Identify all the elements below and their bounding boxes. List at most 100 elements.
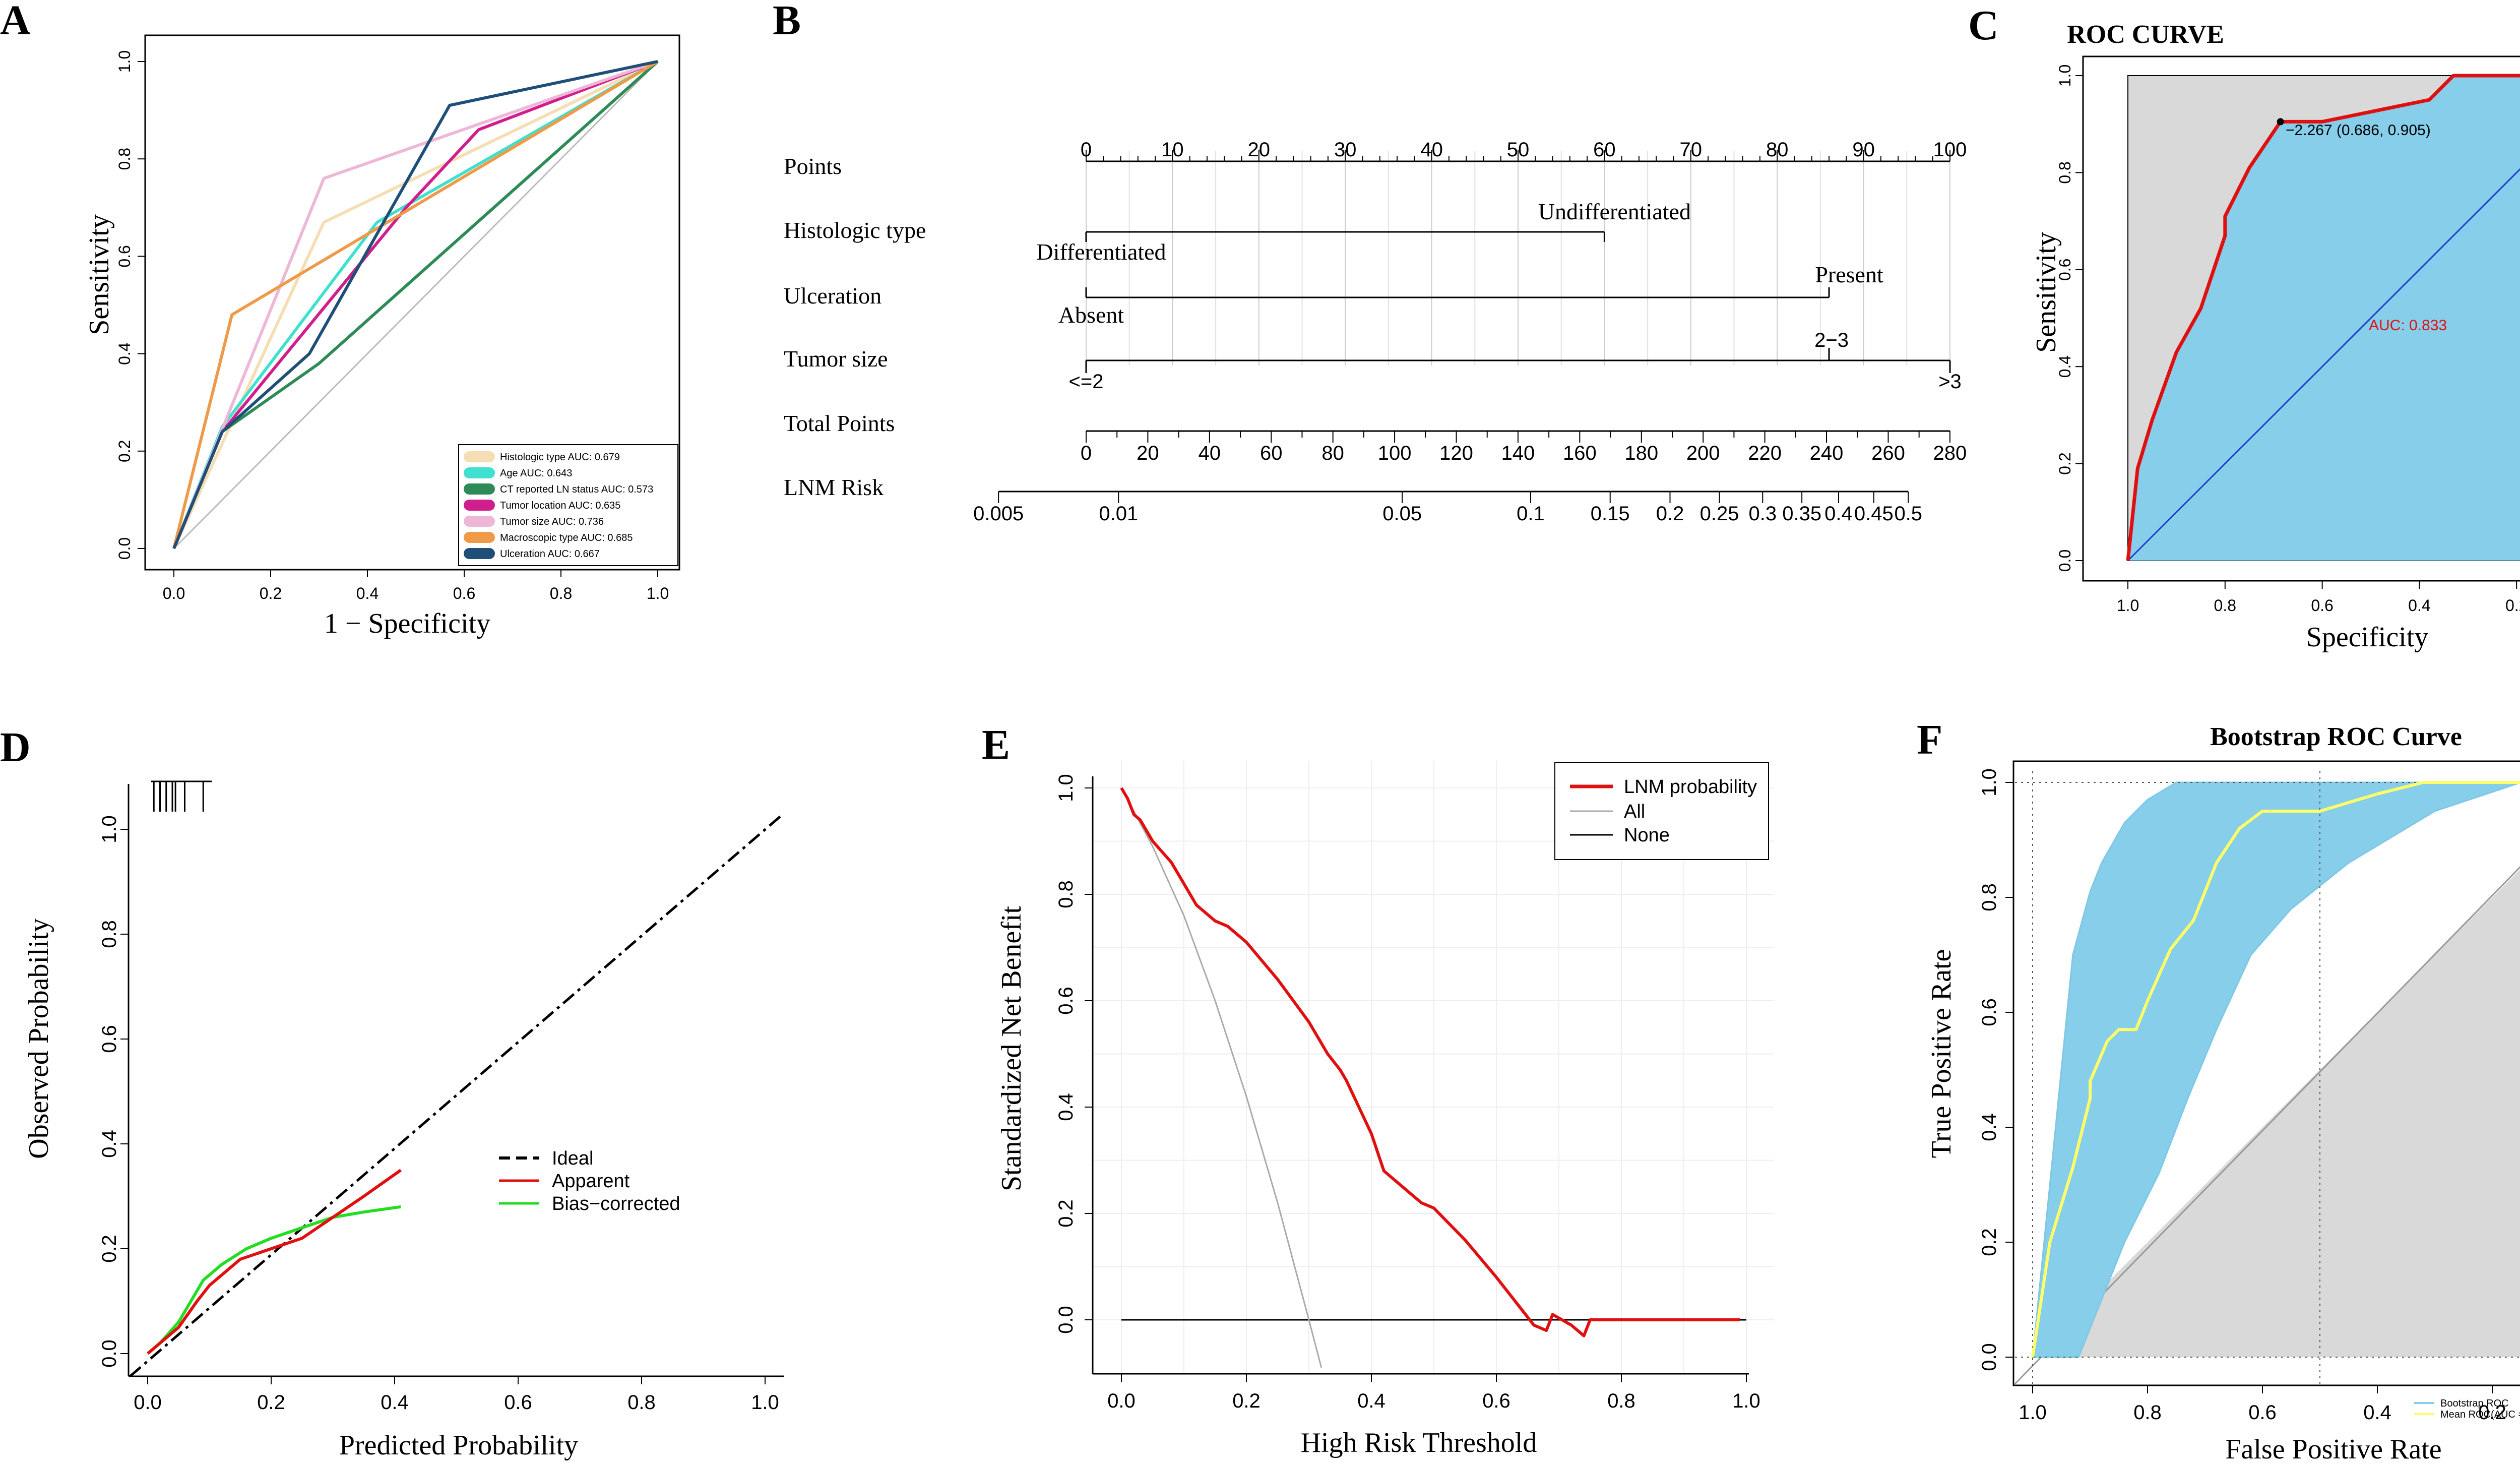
lnm-risk-tick-label: 0.1 xyxy=(1517,503,1545,525)
legend-label-ideal: Ideal xyxy=(552,1148,593,1169)
x-tick-label: 0.8 xyxy=(550,584,572,602)
nomogram-gridlines xyxy=(1086,151,1950,365)
y-tick-label: 0.0 xyxy=(98,1339,120,1368)
nomogram-label-total-points: Total Points xyxy=(784,410,895,436)
x-tick-label: 0.4 xyxy=(1357,1390,1385,1412)
panel-d-calibration: 0.0 0.2 0.4 0.6 0.8 1.0 0.0 0.2 0.4 0.6 0.8 1.0 Pre… xyxy=(23,780,785,1461)
x-tick-label: 1.0 xyxy=(647,584,669,602)
x-tick-label: 0.4 xyxy=(356,584,379,602)
legend-label-bootstrap-roc: Bootstrap ROC xyxy=(2440,1398,2509,1409)
bias-corrected-line xyxy=(147,1205,401,1355)
y-tick-label: 0.4 xyxy=(115,342,134,364)
legend-swatch-size xyxy=(464,516,495,527)
panel-d-legend: Ideal Apparent Bias−corrected xyxy=(499,1148,680,1214)
lnm-risk-tick-label: 0.5 xyxy=(1894,503,1922,525)
legend-swatch-location xyxy=(464,500,495,511)
y-tick-label: 0.6 xyxy=(115,245,134,267)
panel-a-legend-box xyxy=(458,444,678,566)
panel-letter-a: A xyxy=(0,0,31,44)
y-tick-label: 0.2 xyxy=(1978,1228,2000,1256)
x-tick-label: 0.2 xyxy=(257,1391,285,1414)
x-tick-label: 0.4 xyxy=(2408,596,2430,615)
panel-e-legend: LNM probability All None xyxy=(1554,762,1769,860)
nomogram-label-histologic-type: Histologic type xyxy=(784,217,926,243)
panel-a-roc-comparison: 0.0 0.2 0.4 0.6 0.8 1.0 0.0 0.2 0.4 0.6 0.8 1.0 1 −… xyxy=(84,34,680,639)
nomogram-variable-scales: Undifferentiated Differentiated Present Abs… xyxy=(1036,199,1961,393)
total-points-tick-label: 260 xyxy=(1871,442,1905,464)
series-line-size xyxy=(172,60,658,550)
y-tick-label: 1.0 xyxy=(2056,65,2074,87)
legend-label-age: Age AUC: 0.643 xyxy=(500,468,572,479)
y-tick-label: 1.0 xyxy=(115,50,134,73)
legend-swatch-histologic xyxy=(464,451,495,462)
chance-diagonal xyxy=(2014,866,2520,1385)
legend-label-mean-roc: Mean ROC(AUC = 0.8336) xyxy=(2440,1409,2520,1420)
x-tick-label: 0.0 xyxy=(1107,1390,1136,1412)
apparent-line xyxy=(147,1169,402,1355)
y-tick-label: 0.2 xyxy=(1055,1199,1077,1228)
panel-c-threshold-label: −2.267 (0.686, 0.905) xyxy=(2286,122,2431,139)
x-tick-label: 0.8 xyxy=(1607,1390,1635,1412)
panel-a-legend: Histologic type AUC: 0.679 Age AUC: 0.643… xyxy=(458,444,678,566)
legend-label-ct: CT reported LN status AUC: 0.573 xyxy=(500,484,653,495)
lnm-risk-tick-label: 0.2 xyxy=(1656,503,1684,525)
panel-e-plot: 0.0 0.2 0.4 0.6 0.8 1.0 0.0 0.2 0.4 0.6 0.8 1.0 xyxy=(1055,761,1774,1412)
y-tick-label: 0.4 xyxy=(1978,1113,2000,1141)
points-tick-label: 30 xyxy=(1334,139,1357,161)
series-line-macroscopic xyxy=(172,60,659,549)
y-tick-label: 0.0 xyxy=(1978,1343,2000,1371)
panel-e-decision-curve: 0.0 0.2 0.4 0.6 0.8 1.0 0.0 0.2 0.4 0.6 0.8 1.0 Hig… xyxy=(996,761,1774,1458)
optimal-threshold-point xyxy=(2277,118,2284,126)
y-tick-label: 0.6 xyxy=(1978,998,2000,1026)
y-tick-label: 0.0 xyxy=(115,537,134,560)
panel-a-ylabel: Sensitivity xyxy=(84,214,115,335)
nomogram-label-ulceration: Ulceration xyxy=(784,283,881,309)
panel-letter-e: E xyxy=(982,721,1010,768)
ulceration-level-present: Present xyxy=(1815,262,1883,287)
lnm-risk-tick-label: 0.3 xyxy=(1749,503,1777,525)
x-tick-label: 0.2 xyxy=(260,584,282,602)
panel-f-plot: 1.00.80.60.40.20.00.00.20.40.60.81.0 xyxy=(1978,760,2520,1424)
legend-label-all: All xyxy=(1624,801,1645,822)
x-tick-label: 0.0 xyxy=(163,584,185,602)
total-points-tick-label: 120 xyxy=(1439,442,1473,464)
panel-b-nomogram: Points Histologic type Ulceration Tumor … xyxy=(784,139,1967,525)
points-tick-label: 80 xyxy=(1766,139,1789,161)
panel-f-title: Bootstrap ROC Curve xyxy=(2210,722,2462,751)
chance-diagonal xyxy=(173,60,659,550)
panel-f-xlabel: False Positive Rate xyxy=(2225,1434,2441,1464)
panel-f-legend: Bootstrap ROC Mean ROC(AUC = 0.8336) xyxy=(2414,1398,2520,1420)
y-tick-label: 0.2 xyxy=(115,440,134,462)
y-tick-label: 0.8 xyxy=(2056,161,2074,184)
total-points-tick-label: 200 xyxy=(1686,442,1720,464)
legend-swatch-age xyxy=(464,467,495,478)
y-tick-label: 0.4 xyxy=(2056,355,2074,378)
legend-swatch-ulceration xyxy=(464,548,495,559)
y-tick-label: 0.8 xyxy=(1978,883,2000,911)
y-tick-label: 0.2 xyxy=(98,1235,120,1263)
ulceration-level-absent: Absent xyxy=(1058,302,1124,328)
series-line-histologic xyxy=(172,60,659,550)
auc-fill xyxy=(2128,76,2520,561)
y-tick-label: 0.8 xyxy=(115,148,134,170)
ideal-line xyxy=(129,812,785,1377)
panel-c-title: ROC CURVE xyxy=(2067,20,2224,49)
y-tick-label: 0.0 xyxy=(1055,1306,1077,1334)
mean-roc-line xyxy=(2031,781,2520,1358)
total-points-tick-label: 0 xyxy=(1081,442,1092,464)
panel-e-ylabel: Standardized Net Benefit xyxy=(996,906,1027,1191)
panel-d-ylabel: Observed Probability xyxy=(23,918,54,1158)
panel-a-frame xyxy=(144,34,680,571)
y-tick-label: 0.6 xyxy=(98,1025,120,1053)
legend-label-none: None xyxy=(1624,825,1670,846)
legend-label-histologic: Histologic type AUC: 0.679 xyxy=(500,452,620,463)
panel-a-legend-entries: Histologic type AUC: 0.679 Age AUC: 0.643… xyxy=(464,451,653,560)
panel-d-xlabel: Predicted Probability xyxy=(339,1430,578,1461)
panel-c-frame xyxy=(2082,55,2520,582)
panel-f-bootstrap-roc: Bootstrap ROC Curve 1.0 0.8 0.6 0.4 0.2 0.0 0.… xyxy=(1926,722,2520,1464)
lnm-risk-tick-label: 0.005 xyxy=(973,503,1024,525)
histologic-level-differentiated: Differentiated xyxy=(1036,239,1166,265)
nomogram-lnm-risk-scale: 0.005 0.01 0.05 0.1 0.15 0.2 0.25 0.3 0.35 0.4 0.4… xyxy=(973,491,1922,525)
points-tick-label: 20 xyxy=(1248,139,1271,161)
